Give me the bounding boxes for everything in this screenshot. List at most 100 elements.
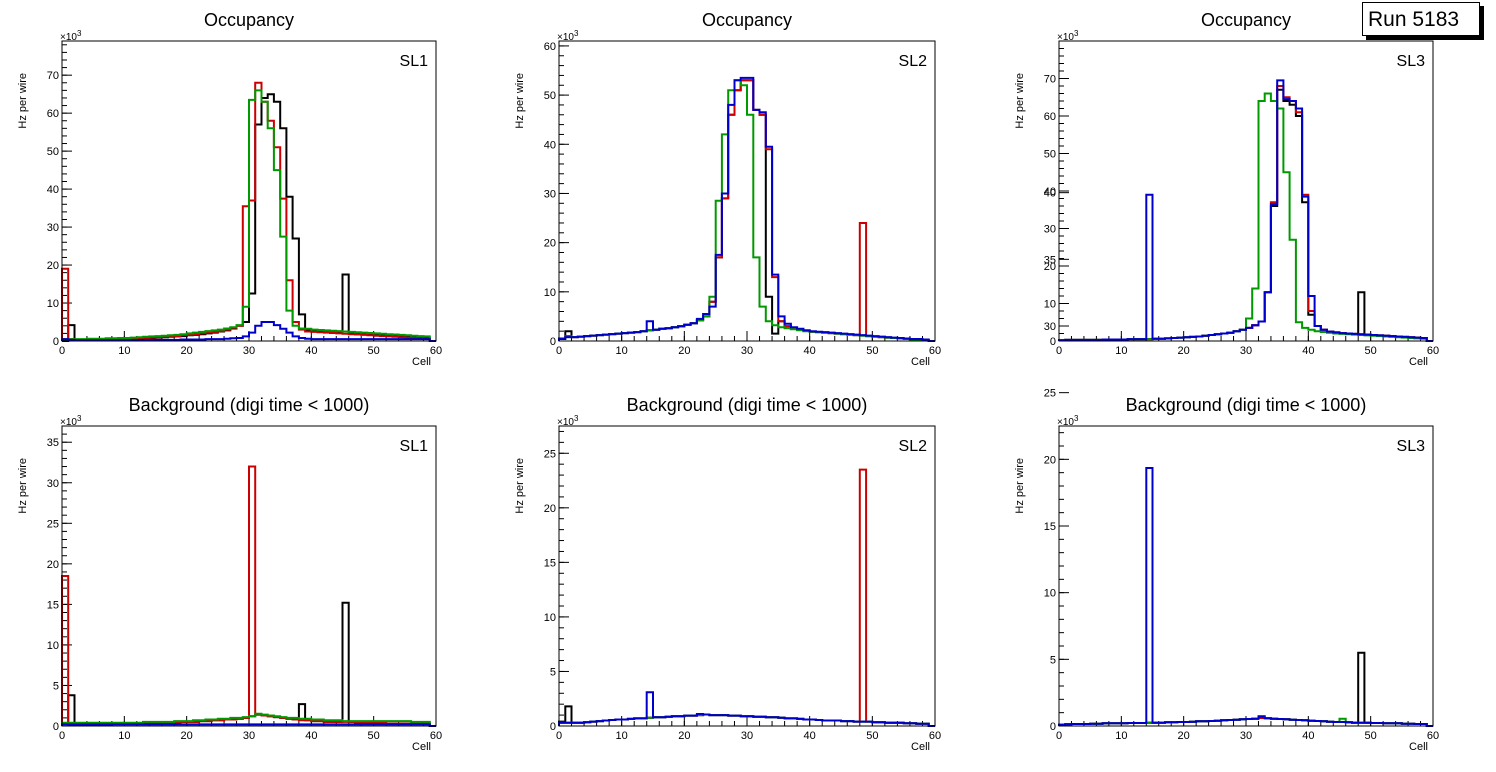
y-axis-title: Hz per wire (514, 458, 526, 514)
y-axis-exponent: ×103 (1057, 29, 1079, 43)
histogram-series-blue (61, 321, 436, 342)
y-axis-exponent: ×103 (557, 29, 579, 43)
x-tick-label: 20 (181, 730, 193, 742)
x-tick-label: 20 (1178, 345, 1190, 357)
y-tick-label: 60 (1044, 111, 1056, 123)
plot-frame (558, 40, 936, 342)
histogram-series-blue (558, 76, 935, 342)
histogram-series-blue (558, 691, 935, 727)
x-tick-label: 20 (678, 730, 690, 742)
plot-frame (1058, 40, 1434, 342)
x-tick-label: 0 (1056, 345, 1062, 357)
chart-panel-bkg-sl2: Background (digi time < 1000) 0 5 10 15 20 25 0… (514, 395, 941, 753)
x-tick-label: 30 (741, 730, 753, 742)
x-tick-label: 60 (430, 730, 442, 742)
y-tick-label: 10 (47, 640, 59, 652)
y-tick-label: 25 (544, 448, 556, 460)
x-tick-label: 10 (616, 730, 628, 742)
y-tick-label: 60 (47, 108, 59, 120)
histogram-series-green (558, 79, 935, 342)
x-tick-label: 30 (741, 345, 753, 357)
y-tick-label: 0 (53, 336, 59, 348)
x-tick-label: 10 (118, 345, 130, 357)
superlayer-label: SL3 (1397, 53, 1426, 70)
y-tick-label: 20 (47, 260, 59, 272)
x-tick-label: 0 (59, 345, 65, 357)
chart-title: Background (digi time < 1000) (627, 395, 868, 415)
histogram-series-green (1058, 92, 1433, 342)
x-tick-label: 40 (804, 730, 816, 742)
y-tick-label: 20 (47, 559, 59, 571)
chart-title: Background (digi time < 1000) (1126, 395, 1367, 415)
y-tick-label: 15 (47, 599, 59, 611)
x-axis-title: Cell (911, 741, 930, 753)
y-tick-label: 30 (1044, 321, 1056, 333)
y-axis-title: Hz per wire (17, 73, 29, 129)
y-tick-label: 5 (53, 680, 59, 692)
y-tick-label: 10 (1044, 299, 1056, 311)
histogram-series-green (61, 89, 436, 342)
y-tick-label: 0 (53, 721, 59, 733)
x-tick-label: 0 (556, 345, 562, 357)
x-tick-label: 30 (1240, 345, 1252, 357)
x-tick-label: 30 (1240, 730, 1252, 742)
x-tick-label: 60 (430, 345, 442, 357)
superlayer-label: SL3 (1397, 438, 1426, 455)
y-tick-label: 35 (1044, 254, 1056, 266)
y-tick-label: 0 (550, 721, 556, 733)
plot-frame (1058, 425, 1434, 727)
superlayer-label: SL2 (899, 438, 928, 455)
histogram-series-red (1058, 85, 1433, 342)
x-tick-label: 60 (1427, 730, 1439, 742)
superlayer-label: SL1 (400, 53, 429, 70)
y-tick-label: 50 (47, 146, 59, 158)
x-tick-label: 50 (1365, 730, 1377, 742)
y-axis-exponent: ×103 (60, 29, 82, 43)
x-tick-label: 50 (368, 730, 380, 742)
histogram-series-blue (1058, 467, 1433, 727)
y-tick-label: 30 (544, 188, 556, 200)
x-tick-label: 20 (678, 345, 690, 357)
y-tick-label: 10 (544, 287, 556, 299)
plot-frame (558, 425, 936, 727)
y-tick-label: 60 (544, 41, 556, 53)
y-tick-label: 40 (1044, 186, 1056, 198)
x-tick-label: 60 (1427, 345, 1439, 357)
plot-frame (61, 40, 437, 342)
x-tick-label: 40 (1302, 730, 1314, 742)
y-tick-label: 40 (544, 139, 556, 151)
y-tick-label: 30 (47, 222, 59, 234)
x-axis-title: Cell (1409, 356, 1428, 368)
histogram-series-red (61, 465, 436, 727)
y-tick-label: 40 (47, 184, 59, 196)
y-tick-label: 25 (47, 518, 59, 530)
x-axis-title: Cell (1409, 741, 1428, 753)
y-axis-title: Hz per wire (17, 458, 29, 514)
y-tick-label: 20 (544, 503, 556, 515)
y-tick-label: 15 (1044, 521, 1056, 533)
chart-panel-bkg-sl1: Background (digi time < 1000) 0 5 10 15 20 25 3… (17, 395, 442, 753)
superlayer-label: SL1 (400, 438, 429, 455)
y-tick-label: 20 (1044, 261, 1056, 273)
x-tick-label: 10 (118, 730, 130, 742)
run-number-label: Run 5183 (1362, 2, 1480, 36)
y-tick-label: 50 (1044, 149, 1056, 161)
chart-title: Background (digi time < 1000) (129, 395, 370, 415)
y-tick-label: 5 (550, 666, 556, 678)
superlayer-label: SL2 (899, 53, 928, 70)
x-tick-label: 20 (181, 345, 193, 357)
x-axis-title: Cell (911, 356, 930, 368)
chart-panel-bkg-sl3: Background (digi time < 1000) 0 5 10 15 20 25 3… (1014, 188, 1439, 753)
y-tick-label: 40 (1044, 188, 1056, 200)
y-axis-title: Hz per wire (1014, 73, 1026, 129)
x-tick-label: 40 (305, 345, 317, 357)
x-tick-label: 50 (1365, 345, 1377, 357)
x-tick-label: 40 (804, 345, 816, 357)
x-tick-label: 60 (929, 345, 941, 357)
x-tick-label: 40 (1302, 345, 1314, 357)
y-tick-label: 35 (47, 437, 59, 449)
histogram-series-black (1058, 88, 1433, 342)
